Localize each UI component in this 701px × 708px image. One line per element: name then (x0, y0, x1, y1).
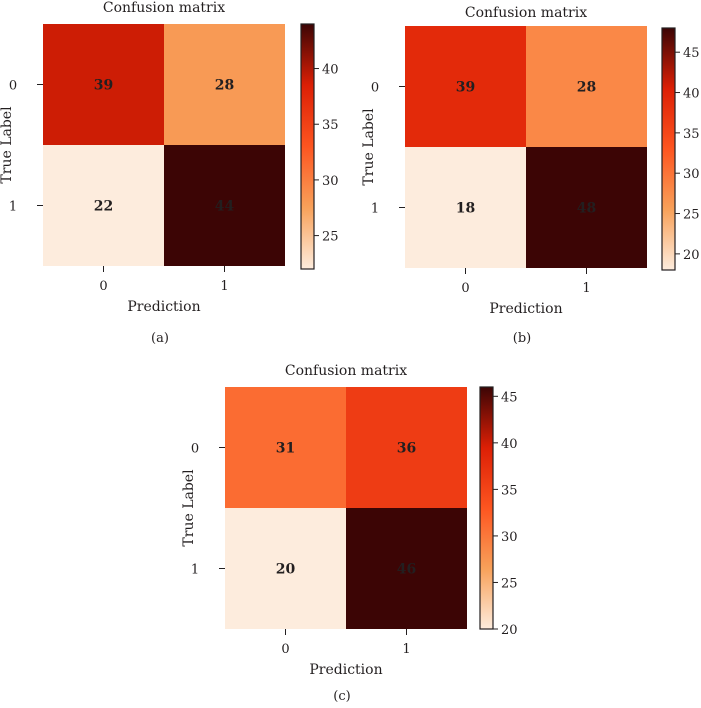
colorbar-tick-label: 25 (501, 576, 518, 591)
x-tick-label: 0 (281, 642, 289, 657)
cell-value-label: 46 (397, 562, 416, 578)
heatmap-cell-1-0 (43, 145, 164, 266)
panel-a: Confusion matrix 39 28 22 44 0 1 0 1 Prediction Tr… (0, 0, 339, 346)
colorbar-tick-label: 35 (501, 483, 518, 498)
cell-value-label: 31 (276, 441, 295, 457)
colorbar (300, 23, 315, 270)
heatmap-cell-0-1 (164, 24, 285, 145)
x-axis-label: Prediction (489, 301, 562, 317)
colorbar-tick-label: 35 (683, 127, 700, 142)
heatmap-cell-0-0 (225, 387, 346, 508)
cell-value-label: 20 (276, 562, 296, 578)
colorbar-tick-label: 25 (322, 230, 339, 245)
x-tick-label: 1 (582, 281, 590, 296)
x-axis-label: Prediction (127, 299, 200, 315)
cell-value-label: 28 (577, 80, 596, 96)
colorbar-tick-label: 30 (683, 167, 700, 182)
colorbar (661, 27, 676, 271)
y-tick-label: 0 (371, 81, 379, 96)
cell-value-label: 48 (577, 201, 596, 217)
heatmap-cell-1-1 (164, 145, 285, 266)
heatmap-cell-1-0 (405, 147, 526, 268)
y-tick-label: 1 (191, 563, 199, 578)
y-axis-label: True Label (181, 469, 197, 547)
x-tick-label: 1 (402, 642, 410, 657)
panel-c: Confusion matrix 31 36 20 46 0 1 0 1 Prediction Tr… (181, 363, 518, 704)
panel-label-c: (c) (333, 689, 350, 704)
x-tick-label: 1 (220, 279, 228, 294)
y-tick-label: 1 (9, 200, 17, 215)
y-axis-label: True Label (361, 108, 377, 186)
colorbar-tick-label: 30 (322, 174, 339, 189)
panel-label-a: (a) (151, 331, 169, 346)
heatmap-cell-0-1 (526, 26, 647, 147)
x-tick-label: 0 (99, 279, 107, 294)
cell-value-label: 44 (215, 199, 235, 215)
panel-label-b: (b) (513, 331, 531, 346)
colorbar-tick-label: 25 (683, 208, 700, 223)
colorbar-tick-label: 40 (501, 437, 518, 452)
cell-value-label: 28 (215, 78, 234, 94)
colorbar-tick-label: 40 (322, 63, 339, 78)
chart-title: Confusion matrix (103, 0, 225, 16)
colorbar-tick-label: 20 (683, 248, 700, 263)
heatmap-cell-1-0 (225, 508, 346, 629)
chart-title: Confusion matrix (465, 5, 587, 21)
y-axis-label: True Label (0, 106, 15, 184)
heatmap-cell-0-0 (405, 26, 526, 147)
colorbar-tick-label: 35 (322, 118, 339, 133)
cell-value-label: 18 (456, 201, 475, 217)
cell-value-label: 39 (94, 78, 113, 94)
heatmap-cell-0-1 (346, 387, 467, 508)
chart-title: Confusion matrix (285, 363, 407, 379)
x-axis-label: Prediction (309, 662, 382, 678)
heatmap-cell-0-0 (43, 24, 164, 145)
x-tick-label: 0 (461, 281, 469, 296)
colorbar-tick-label: 30 (501, 530, 518, 545)
colorbar-tick-label: 40 (683, 87, 700, 102)
colorbar-tick-label: 20 (501, 623, 518, 638)
cell-value-label: 36 (397, 441, 416, 457)
cell-value-label: 22 (94, 199, 113, 215)
colorbar-tick-label: 45 (501, 390, 518, 405)
y-tick-label: 0 (191, 442, 199, 457)
colorbar-tick-label: 45 (683, 46, 700, 61)
colorbar (479, 386, 494, 630)
y-tick-label: 1 (371, 202, 379, 217)
heatmap-cell-1-1 (346, 508, 467, 629)
cell-value-label: 39 (456, 80, 475, 96)
panel-b: Confusion matrix 39 28 18 48 0 1 0 1 Prediction Tr… (361, 5, 700, 346)
heatmap-cell-1-1 (526, 147, 647, 268)
y-tick-label: 0 (9, 79, 17, 94)
